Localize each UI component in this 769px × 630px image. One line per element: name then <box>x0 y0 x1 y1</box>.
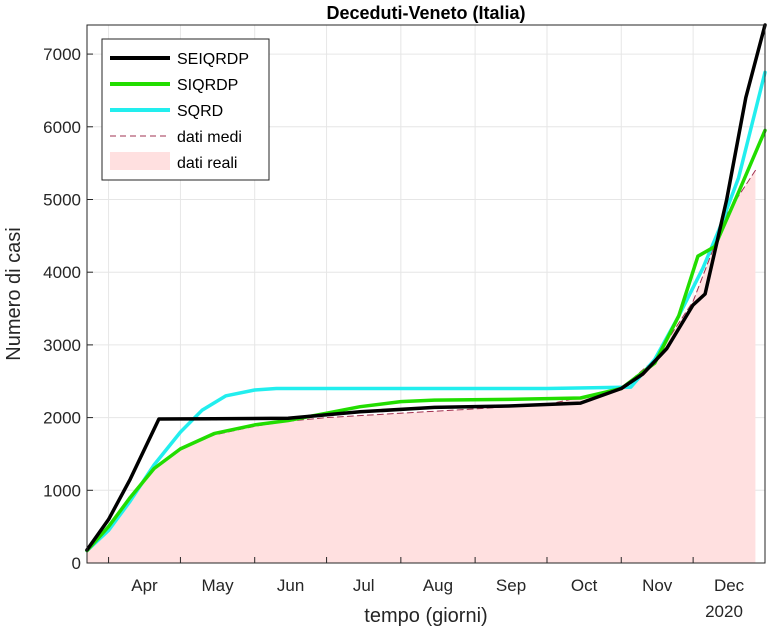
legend-label-seiqrdp: SEIQRDP <box>177 51 249 68</box>
series-line-sqrd <box>85 70 767 553</box>
x-tick-label: May <box>202 576 235 595</box>
legend-label-siqrdp: SIQRDP <box>177 77 238 94</box>
x-axis-label: tempo (giorni) <box>364 605 487 627</box>
y-tick-label: 6000 <box>43 118 81 137</box>
x-tick-label: Jul <box>353 576 375 595</box>
y-axis-label: Numero di casi <box>3 227 25 360</box>
legend: SEIQRDP SIQRDP SQRD dati medi dati reali <box>101 38 270 181</box>
x-tick-label: Jun <box>277 576 304 595</box>
y-tick-label: 5000 <box>43 190 81 209</box>
x-tick-label: Nov <box>642 576 673 595</box>
series-line-siqrdp <box>85 128 767 553</box>
legend-label-dati-medi: dati medi <box>177 129 242 146</box>
y-tick-label: 7000 <box>43 45 81 64</box>
area-layer <box>87 170 756 563</box>
y-tick-label: 1000 <box>43 481 81 500</box>
y-tick-label: 0 <box>72 554 81 573</box>
series-line-seiqrdp <box>85 23 767 552</box>
area-dati-reali <box>87 170 756 563</box>
x-tick-label: Oct <box>571 576 598 595</box>
series-layer <box>85 23 767 553</box>
ticks: 0 1000 2000 3000 4000 5000 6000 7000 Apr May Jun Ju… <box>43 45 745 595</box>
legend-label-sqrd: SQRD <box>177 103 223 120</box>
legend-swatch-dati-reali <box>110 152 170 170</box>
y-tick-label: 4000 <box>43 263 81 282</box>
legend-label-dati-reali: dati reali <box>177 155 237 172</box>
y-tick-label: 2000 <box>43 409 81 428</box>
x-tick-label: Apr <box>131 576 158 595</box>
axes-box <box>86 24 766 564</box>
chart-title: Deceduti-Veneto (Italia) <box>326 3 525 23</box>
y-tick-label: 3000 <box>43 336 81 355</box>
x-tick-label: Dec <box>714 576 745 595</box>
x-tick-label: Sep <box>496 576 526 595</box>
x-tick-label: Aug <box>423 576 453 595</box>
x-year-label: 2020 <box>705 602 743 621</box>
